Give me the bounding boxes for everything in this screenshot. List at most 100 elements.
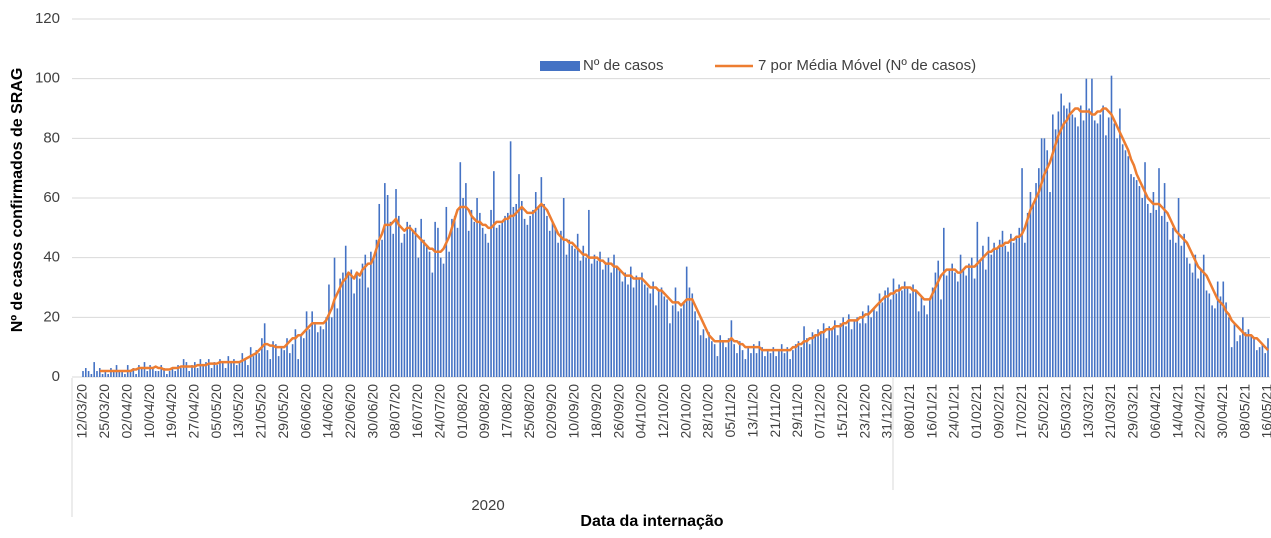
bar — [537, 206, 540, 377]
bar — [230, 362, 232, 377]
bar — [711, 341, 713, 377]
bar — [174, 371, 177, 377]
bar — [579, 260, 582, 377]
x-tick-label: 29/03/21 — [1125, 384, 1141, 439]
bar — [487, 242, 490, 377]
bar — [353, 293, 355, 377]
bar — [403, 233, 406, 377]
bar — [775, 356, 777, 377]
bar — [1200, 269, 1202, 377]
bar — [730, 320, 733, 377]
bar — [361, 263, 364, 377]
bar — [188, 371, 191, 377]
bar — [504, 215, 506, 377]
y-tick-label: 100 — [35, 70, 60, 87]
bar — [1124, 150, 1127, 377]
bar — [764, 356, 766, 377]
bar — [951, 263, 953, 377]
bar — [1093, 120, 1096, 377]
bar — [523, 218, 526, 377]
bar — [1116, 138, 1118, 377]
bar — [1188, 263, 1191, 377]
bar — [386, 195, 389, 377]
bar — [333, 257, 336, 377]
bar — [193, 362, 196, 377]
bar — [627, 284, 629, 377]
bar — [1155, 209, 1158, 377]
bar — [124, 374, 126, 377]
bar — [350, 269, 353, 377]
bar — [442, 263, 445, 377]
bar — [1239, 335, 1241, 377]
x-tick-label: 30/04/21 — [1214, 384, 1230, 439]
bar — [294, 329, 297, 377]
bar — [635, 275, 638, 377]
x-tick-label: 24/01/21 — [946, 384, 962, 439]
bar — [1088, 108, 1090, 377]
bar — [425, 245, 428, 377]
bar — [649, 293, 652, 377]
bar — [725, 347, 727, 377]
bar — [319, 326, 322, 377]
bar — [937, 260, 940, 377]
bar — [945, 275, 948, 377]
bar — [671, 305, 674, 377]
bar — [84, 368, 87, 377]
bar — [336, 308, 339, 377]
bar — [207, 359, 210, 377]
x-tick-label: 17/08/20 — [499, 384, 515, 439]
bar — [168, 371, 171, 377]
bar — [940, 299, 942, 377]
bar — [1138, 186, 1141, 377]
bar — [613, 254, 615, 377]
bar — [610, 272, 613, 377]
bar — [1004, 245, 1007, 377]
x-tick-label: 12/10/20 — [655, 384, 671, 439]
bar — [1060, 93, 1062, 377]
bar — [1202, 254, 1205, 377]
bar — [1029, 192, 1032, 377]
bar — [1091, 78, 1093, 378]
bar — [1242, 317, 1244, 377]
bar — [249, 347, 252, 377]
bar — [1063, 105, 1065, 378]
bar — [149, 365, 151, 377]
bar — [1015, 236, 1018, 377]
bar — [803, 326, 805, 377]
bar — [138, 365, 140, 377]
bar — [87, 371, 90, 377]
bar — [895, 293, 898, 377]
x-tick-label: 27/04/20 — [185, 384, 201, 439]
bar — [227, 356, 230, 377]
bar — [1174, 242, 1177, 377]
bar — [909, 293, 912, 377]
bar — [1012, 242, 1015, 377]
bar — [495, 227, 498, 377]
bar — [325, 317, 327, 377]
bar — [389, 221, 392, 377]
bar — [356, 272, 358, 377]
bar — [1079, 105, 1082, 378]
bar — [1211, 305, 1213, 377]
bar — [814, 335, 817, 377]
x-tick-label: 25/03/20 — [96, 384, 112, 439]
bar — [367, 287, 369, 377]
bar — [621, 281, 624, 377]
bar — [163, 368, 165, 377]
bar — [1068, 102, 1071, 378]
bar — [423, 239, 425, 377]
bar — [1001, 230, 1004, 377]
bar — [1057, 111, 1060, 377]
bar — [1021, 168, 1023, 377]
bar — [314, 323, 316, 377]
bar — [305, 311, 308, 377]
bar — [557, 242, 559, 377]
bar — [1071, 114, 1074, 377]
bar — [780, 344, 783, 377]
x-tick-label: 19/04/20 — [163, 384, 179, 439]
x-tick-label: 02/04/20 — [118, 384, 134, 439]
bar — [107, 374, 109, 377]
bar — [1096, 123, 1099, 378]
bar — [129, 371, 132, 377]
